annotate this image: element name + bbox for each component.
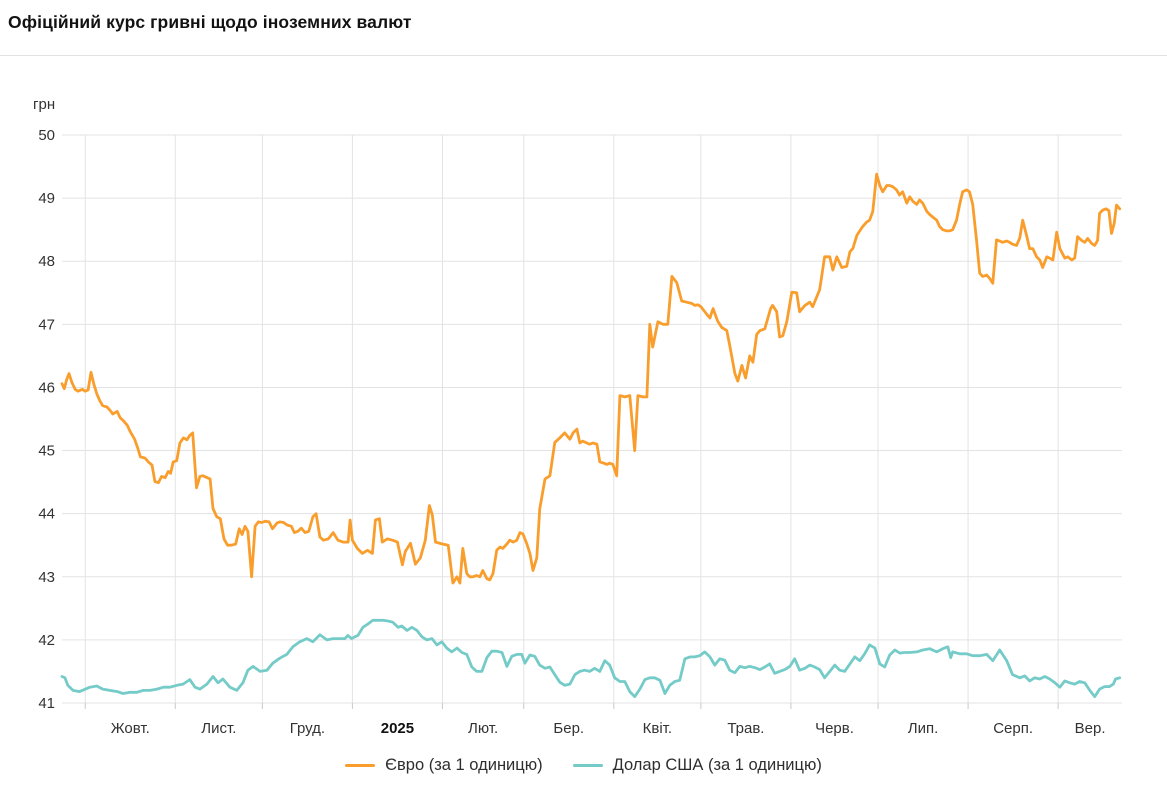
x-axis-tick-label: Лист.	[201, 720, 236, 737]
x-axis-tick-label: Вер.	[1075, 720, 1106, 737]
euro-line[interactable]	[60, 172, 1122, 585]
x-axis-tick-label: Лип.	[908, 720, 939, 737]
x-axis-tick-label: Трав.	[727, 720, 764, 737]
x-axis-tick-label: Бер.	[553, 720, 584, 737]
legend-item-euro[interactable]: Євро (за 1 одиницю)	[345, 756, 543, 775]
x-axis-tick-label: Квіт.	[643, 720, 672, 737]
y-axis-unit-label: грн	[33, 96, 55, 113]
euro-line-swatch-icon	[345, 764, 376, 767]
y-axis-tick-label: 44	[38, 506, 55, 523]
legend-label-euro: Євро (за 1 одиницю)	[385, 756, 543, 774]
y-axis-tick-label: 50	[38, 127, 55, 144]
y-axis-tick-label: 47	[38, 316, 55, 333]
x-axis-tick-label: Груд.	[290, 720, 325, 737]
page-title: Офіційний курс гривні щодо іноземних вал…	[8, 12, 412, 32]
x-axis-tick-label: Серп.	[993, 720, 1033, 737]
exchange-rate-chart: 50 49 48 47 46 45 44 43 42 41 грн Жовт. Лист. Груд. 20…	[33, 96, 1122, 737]
y-axis-tick-label: 43	[38, 569, 55, 586]
usd-line[interactable]	[60, 618, 1122, 699]
x-axis-tick-label: Жовт.	[111, 720, 150, 737]
y-axis-tick-label: 46	[38, 379, 55, 396]
y-axis-tick-label: 48	[38, 253, 55, 270]
y-axis-tick-label: 49	[38, 190, 55, 207]
legend-item-usd[interactable]: Долар США (за 1 одиницю)	[572, 756, 822, 775]
page-header: Офіційний курс гривні щодо іноземних вал…	[0, 0, 1167, 56]
y-axis-tick-label: 42	[38, 632, 55, 649]
legend-label-usd: Долар США (за 1 одиницю)	[612, 756, 822, 774]
x-axis-tick-label: Черв.	[815, 720, 854, 737]
usd-line-swatch-icon	[572, 764, 603, 767]
y-axis-tick-label: 45	[38, 443, 55, 460]
chart-legend: Євро (за 1 одиницю) Долар США (за 1 один…	[0, 756, 1167, 775]
x-axis-tick-label: Лют.	[468, 720, 498, 737]
x-axis-tick-label: 2025	[381, 720, 414, 737]
y-axis-tick-label: 41	[38, 695, 55, 712]
